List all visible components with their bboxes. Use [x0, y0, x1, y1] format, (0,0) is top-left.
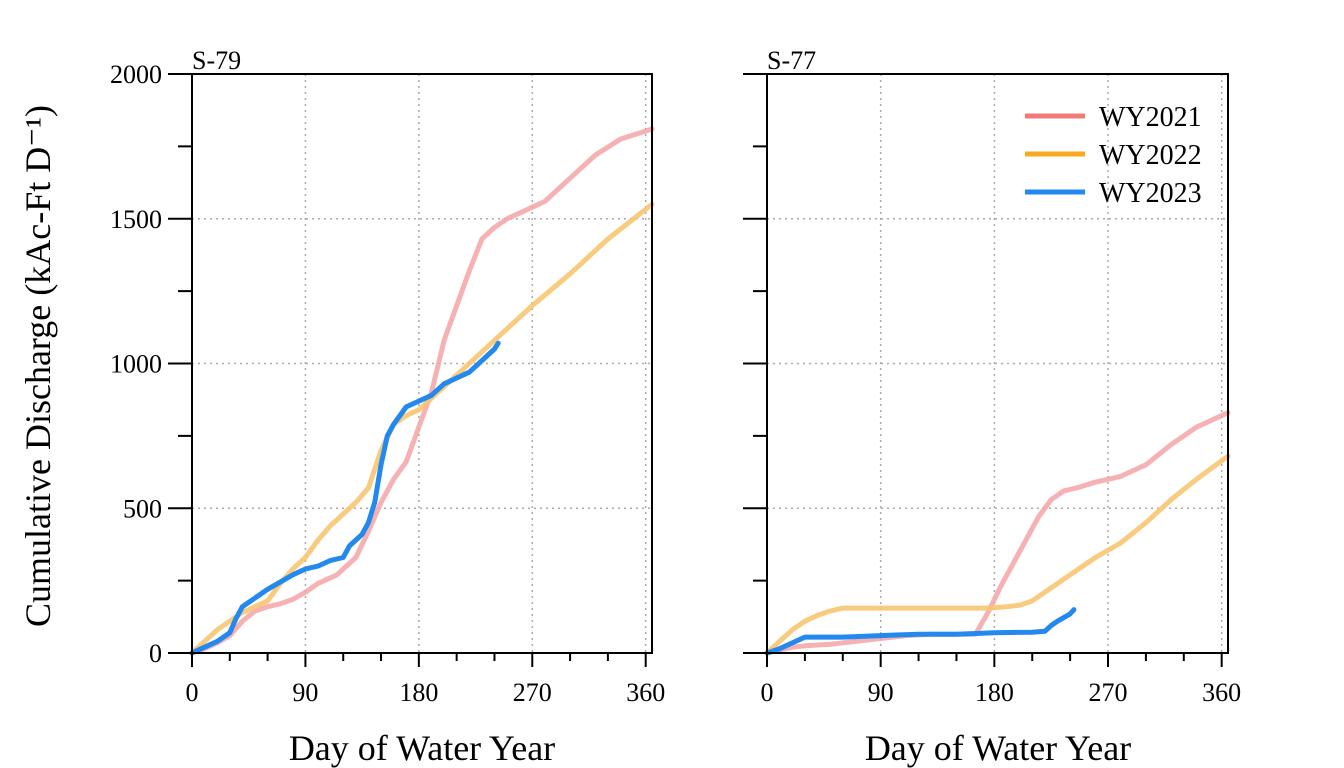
- series-line-wy2023: [764, 607, 1077, 656]
- x-axis-title-right: Day of Water Year: [865, 728, 1131, 768]
- x-tick-label: 90: [868, 678, 894, 707]
- series-line-wy2023: [189, 340, 501, 656]
- y-axis-title: Cumulative Discharge (kAc-Ft D⁻¹): [18, 105, 58, 627]
- panel-s77: 0 90 180 270 360 S-77: [743, 46, 1241, 707]
- x-tick-label: 0: [761, 678, 774, 707]
- x-tick-label: 360: [1202, 678, 1241, 707]
- x-tick-label: 180: [975, 678, 1014, 707]
- series-line-wy2022: [764, 453, 1231, 656]
- legend-label: WY2023: [1099, 178, 1202, 209]
- y-tick-label: 2000: [110, 60, 162, 89]
- legend-label: WY2022: [1099, 140, 1202, 171]
- series-line-wy2021: [189, 126, 655, 656]
- y-tick-label: 500: [123, 494, 162, 523]
- x-tick-label: 270: [1089, 678, 1128, 707]
- legend-label: WY2021: [1099, 102, 1202, 133]
- x-tick-label: 0: [186, 678, 199, 707]
- series-line-wy2022: [189, 201, 655, 656]
- y-tick-label: 1000: [110, 350, 162, 379]
- panel-title: S-77: [767, 46, 816, 75]
- y-tick-label: 1500: [110, 205, 162, 234]
- series-line-wy2021: [764, 410, 1231, 656]
- x-tick-label: 360: [626, 678, 665, 707]
- x-tick-label: 180: [399, 678, 438, 707]
- panel-s79: 0 90 180 270 360 0 500 1000 1500 2000 S-79: [110, 46, 665, 707]
- x-tick-label: 270: [513, 678, 552, 707]
- y-tick-label: 0: [149, 639, 162, 668]
- x-axis-title-left: Day of Water Year: [289, 728, 555, 768]
- legend: WY2021 WY2022 WY2023: [1025, 102, 1202, 209]
- panel-title: S-79: [192, 46, 241, 75]
- x-tick-label: 90: [292, 678, 318, 707]
